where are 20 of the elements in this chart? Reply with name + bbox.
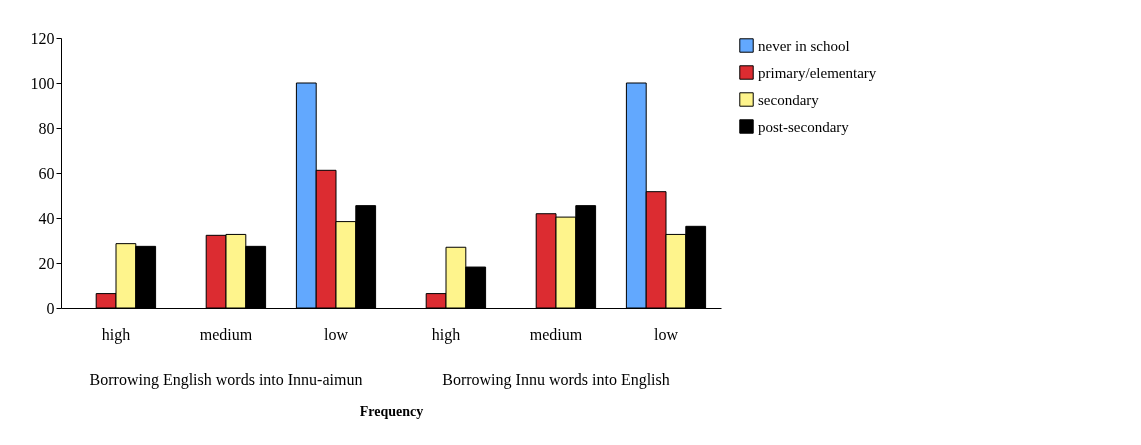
y-tick-label: 0	[46, 299, 55, 317]
x-axis-title: Frequency	[359, 403, 424, 419]
legend-label: primary/elementary	[758, 64, 877, 81]
y-tick-label: 100	[30, 74, 55, 92]
y-tick-label: 80	[38, 119, 55, 137]
y-tick-label: 120	[30, 29, 55, 47]
y-tick-label: 60	[38, 164, 55, 182]
y-tick-label: 20	[38, 254, 55, 272]
x-tick-label: high	[431, 325, 461, 344]
legend-label: post-secondary	[758, 118, 850, 135]
text: Borrowing English words into Innu-aimun	[89, 371, 363, 389]
text: Borrowing Innu words into English	[442, 371, 670, 389]
x-tick-label: high	[101, 325, 131, 344]
x-tick-label: medium	[529, 325, 583, 343]
x-tick-label: medium	[199, 325, 253, 343]
y-tick-label: 40	[38, 209, 55, 227]
x-tick-label: low	[654, 325, 679, 343]
x-tick-label: low	[324, 325, 349, 343]
legend-label: secondary	[758, 91, 820, 108]
legend-label: never in school	[758, 37, 850, 54]
